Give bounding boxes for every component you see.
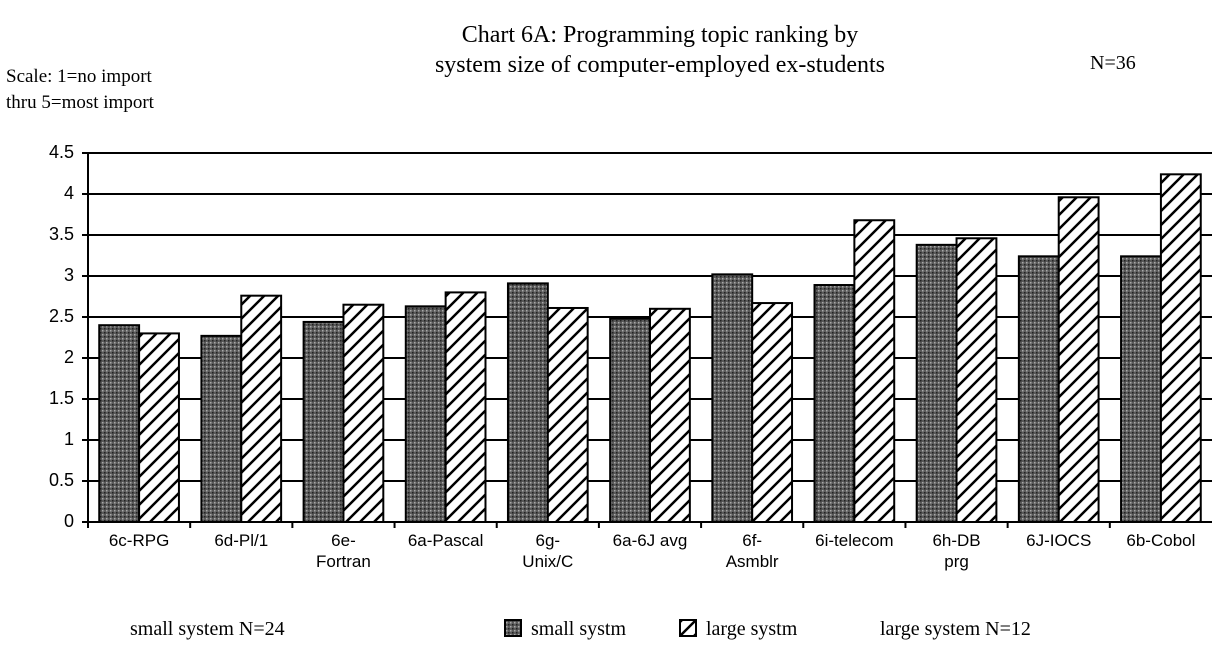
bar bbox=[240, 294, 283, 523]
x-tick-label: 6g- Unix/C bbox=[522, 531, 574, 571]
legend-swatch bbox=[504, 619, 522, 637]
chart-title: Chart 6A: Programming topic ranking by s… bbox=[434, 22, 886, 78]
bar bbox=[546, 306, 589, 524]
y-tick-label: 4.5 bbox=[49, 142, 74, 162]
bar bbox=[98, 324, 141, 524]
bar bbox=[955, 237, 998, 523]
y-tick-label: 0.5 bbox=[49, 470, 74, 490]
x-tick-label: 6h-DB prg bbox=[932, 531, 981, 571]
x-tick-label: 6b-Cobol bbox=[1126, 531, 1196, 550]
bar bbox=[915, 243, 958, 523]
bar bbox=[853, 219, 896, 524]
y-tick-label: 3.5 bbox=[49, 224, 74, 244]
legend-swatch bbox=[679, 619, 697, 637]
x-tick-label: 6J-IOCS bbox=[1026, 531, 1092, 550]
bar bbox=[200, 334, 243, 523]
bar bbox=[444, 291, 487, 523]
bar bbox=[751, 302, 794, 523]
bar bbox=[609, 317, 652, 524]
bar bbox=[1159, 173, 1202, 523]
bar bbox=[711, 273, 754, 523]
bar bbox=[813, 284, 856, 523]
bar bbox=[404, 305, 447, 523]
bar bbox=[649, 307, 691, 523]
y-tick-label: 2.5 bbox=[49, 306, 74, 326]
bar bbox=[342, 303, 385, 524]
bar bbox=[506, 282, 549, 523]
x-tick-label: 6a-6J avg bbox=[612, 531, 688, 550]
bar bbox=[302, 320, 345, 524]
y-tick-label: 3 bbox=[64, 265, 74, 285]
y-tick-label: 4 bbox=[64, 183, 74, 203]
x-tick-label: 6c-RPG bbox=[108, 531, 170, 550]
y-axis-label: Scale: 1=no import thru 5=most import bbox=[6, 66, 154, 113]
legend-label: large systm bbox=[706, 618, 798, 640]
x-tick-label: 6d-Pl/1 bbox=[214, 531, 269, 550]
y-tick-label: 2 bbox=[64, 347, 74, 367]
bar bbox=[138, 332, 180, 523]
note: small system N=24 bbox=[130, 618, 285, 640]
bar bbox=[1017, 255, 1060, 523]
bar bbox=[1120, 255, 1162, 523]
subtitle: N=36 bbox=[1090, 52, 1136, 74]
y-tick-label: 0 bbox=[64, 511, 74, 531]
x-tick-label: 6f- Asmblr bbox=[725, 531, 779, 571]
legend-label: small systm bbox=[531, 618, 627, 640]
y-tick-label: 1.5 bbox=[49, 388, 74, 408]
x-tick-label: 6i-telecom bbox=[815, 531, 894, 550]
x-tick-label: 6a-Pascal bbox=[407, 531, 484, 550]
x-tick-label: 6e- Fortran bbox=[316, 531, 371, 571]
y-tick-label: 1 bbox=[64, 429, 74, 449]
note: large system N=12 bbox=[880, 618, 1031, 640]
bar bbox=[1057, 196, 1100, 523]
